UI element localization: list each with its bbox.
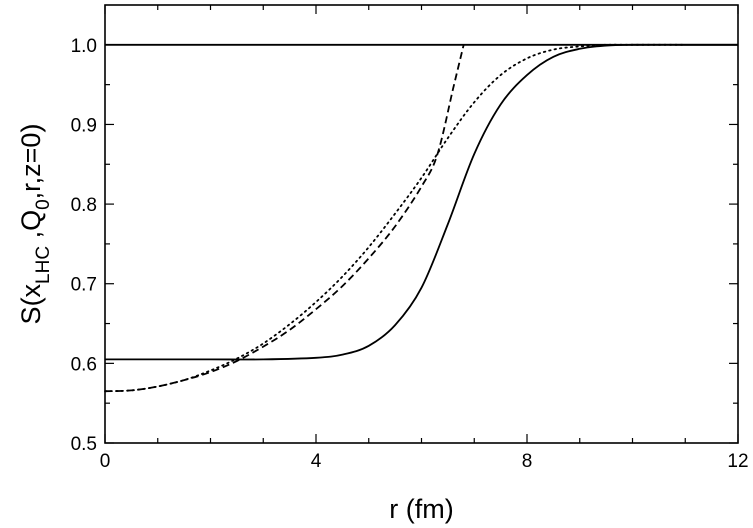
y-axis-label-tail: ,r,z=0) (16, 124, 46, 200)
series-line-solid (105, 43, 738, 361)
y-axis-label: S(xLHC ,Q0,r,z=0) (16, 124, 54, 325)
x-tick-label: 8 (522, 451, 533, 472)
series-line-dashed (104, 44, 465, 393)
plot-area (104, 43, 738, 393)
y-tick-label: 0.5 (71, 434, 97, 455)
y-tick-label: 0.7 (71, 275, 97, 296)
y-tick-label: 0.8 (71, 195, 97, 216)
y-axis-label-mid: ,Q (16, 210, 46, 246)
y-tick-label: 1.0 (71, 36, 97, 57)
x-tick-label: 4 (311, 451, 322, 472)
y-tick-label: 0.6 (71, 354, 97, 375)
y-tick-label: 0.9 (71, 115, 97, 136)
series-line-dotted (104, 43, 687, 393)
x-axis-label: r (fm) (389, 494, 453, 524)
plot-frame (104, 4, 739, 444)
x-axis: 0 4 8 12 (100, 5, 749, 472)
y-axis: 0.5 0.6 0.7 0.8 0.9 1.0 (71, 36, 738, 455)
x-tick-label: 0 (100, 451, 111, 472)
x-tick-label: 12 (727, 451, 748, 472)
y-axis-label-subscript-0: 0 (33, 199, 54, 210)
y-axis-label-subscript-lhc: LHC (33, 246, 54, 284)
y-axis-label-base: S(x (16, 283, 46, 324)
